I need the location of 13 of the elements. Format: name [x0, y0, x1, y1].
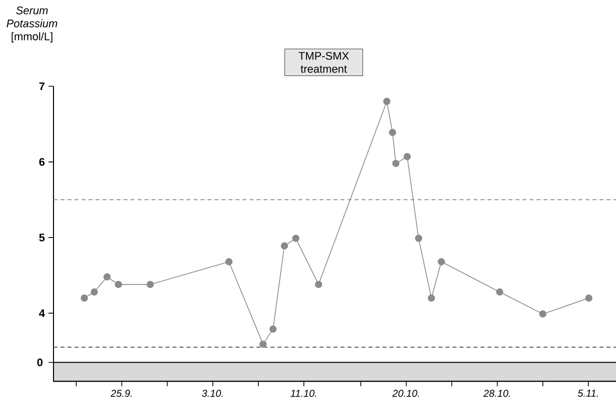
y-tick-label: 4: [39, 309, 45, 317]
y-tick-label: 5: [39, 234, 45, 242]
y-tick-label: 7: [39, 82, 44, 90]
x-tick-label: 25.9.: [110, 390, 132, 397]
x-tick-label: 5.11.: [578, 390, 598, 397]
x-tick-label: 3.10.: [202, 390, 223, 397]
text: TMP-SMX treatment: [298, 52, 349, 73]
y-tick-label: 6: [39, 158, 45, 166]
x-tick-label: 11.10.: [290, 390, 316, 397]
x-tick-label: 28.10.: [483, 390, 510, 397]
y-axis-title: Serum Potassium [mmol/L]: [6, 6, 58, 42]
x-tick-label: 20.10.: [392, 390, 419, 397]
band-label: 0: [37, 358, 43, 366]
